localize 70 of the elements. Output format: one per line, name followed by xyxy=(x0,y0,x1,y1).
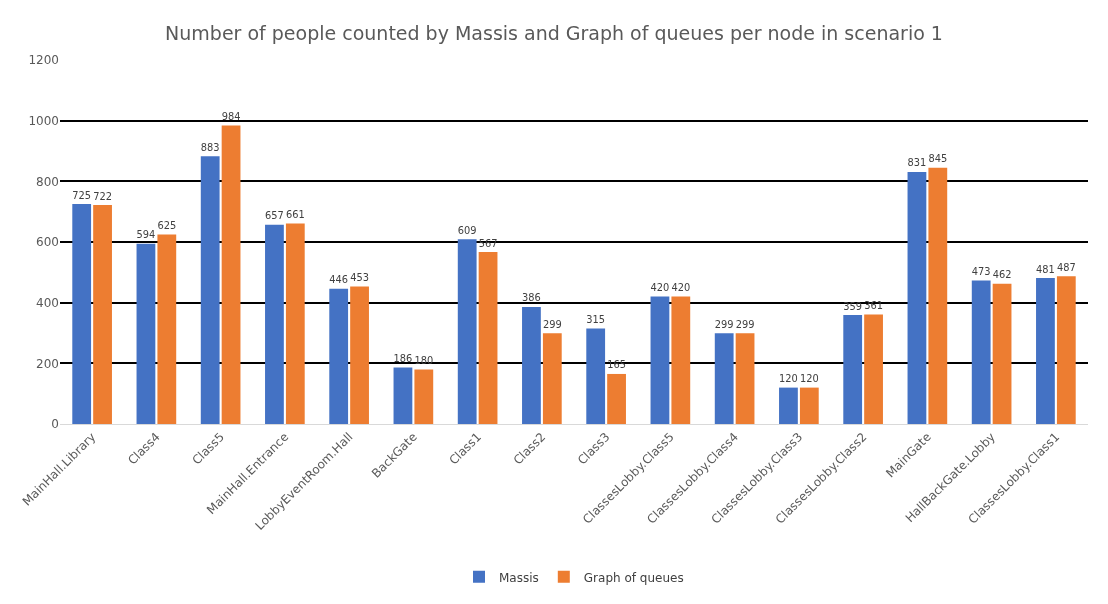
bar xyxy=(542,333,562,424)
bar xyxy=(992,283,1012,424)
data-label: 984 xyxy=(221,111,241,123)
y-tick-label: 400 xyxy=(36,295,59,310)
bar xyxy=(586,328,606,424)
data-label: 661 xyxy=(285,209,305,221)
bar xyxy=(136,243,156,424)
data-label: 831 xyxy=(907,157,927,169)
bar xyxy=(522,306,541,424)
bar xyxy=(607,373,626,424)
data-label: 722 xyxy=(93,190,112,202)
y-tick-label: 600 xyxy=(36,235,59,250)
data-label: 883 xyxy=(200,141,220,153)
bar xyxy=(1036,278,1055,424)
bar xyxy=(907,171,927,424)
bar xyxy=(457,239,477,424)
data-label: 453 xyxy=(350,272,369,284)
bar xyxy=(329,288,349,424)
bar xyxy=(799,387,819,424)
data-label: 315 xyxy=(586,313,606,325)
bar xyxy=(93,204,112,424)
bar xyxy=(714,333,734,424)
y-tick-label: 200 xyxy=(36,356,59,371)
data-label: 420 xyxy=(671,282,691,294)
data-label: 359 xyxy=(843,300,863,312)
bar xyxy=(285,223,305,424)
data-label: 299 xyxy=(735,318,755,330)
bar xyxy=(478,252,498,424)
bar xyxy=(350,286,369,424)
data-label: 120 xyxy=(779,373,798,385)
data-label: 487 xyxy=(1056,261,1076,273)
bar xyxy=(221,125,241,424)
data-label: 609 xyxy=(457,224,477,236)
data-label: 481 xyxy=(1036,263,1055,275)
y-tick-label: 1000 xyxy=(28,113,59,128)
bar xyxy=(735,333,755,424)
bar xyxy=(200,156,220,424)
bar xyxy=(971,280,991,424)
bar xyxy=(265,224,284,424)
y-tick-label: 1200 xyxy=(28,53,59,68)
data-label: 462 xyxy=(992,269,1012,281)
data-label: 386 xyxy=(522,292,541,304)
bar xyxy=(157,234,177,424)
legend-label: Graph of queues xyxy=(583,570,684,585)
y-tick-label: 800 xyxy=(36,174,59,189)
data-label: 594 xyxy=(136,229,156,241)
bar xyxy=(650,296,670,424)
y-tick-label: 0 xyxy=(51,417,59,432)
data-label: 625 xyxy=(157,219,177,231)
data-label: 845 xyxy=(928,153,948,165)
legend-label: Massis xyxy=(499,570,539,585)
data-label: 420 xyxy=(650,282,670,294)
data-label: 446 xyxy=(329,274,349,286)
chart-title: Number of people counted by Massis and Graph of queues per node in scenario 1 xyxy=(165,22,943,45)
bar xyxy=(779,387,798,424)
bar xyxy=(671,296,691,424)
bar xyxy=(843,315,863,424)
data-label: 299 xyxy=(542,318,562,330)
bar xyxy=(928,167,948,424)
data-label: 725 xyxy=(72,189,92,201)
bar xyxy=(72,204,92,424)
bar xyxy=(393,367,413,424)
data-label: 120 xyxy=(799,373,819,385)
bar xyxy=(1056,276,1076,424)
data-label: 657 xyxy=(265,210,284,222)
bar xyxy=(414,369,434,424)
data-label: 186 xyxy=(393,353,413,365)
data-label: 473 xyxy=(971,266,991,278)
bar xyxy=(864,314,883,424)
data-label: 299 xyxy=(714,318,734,330)
